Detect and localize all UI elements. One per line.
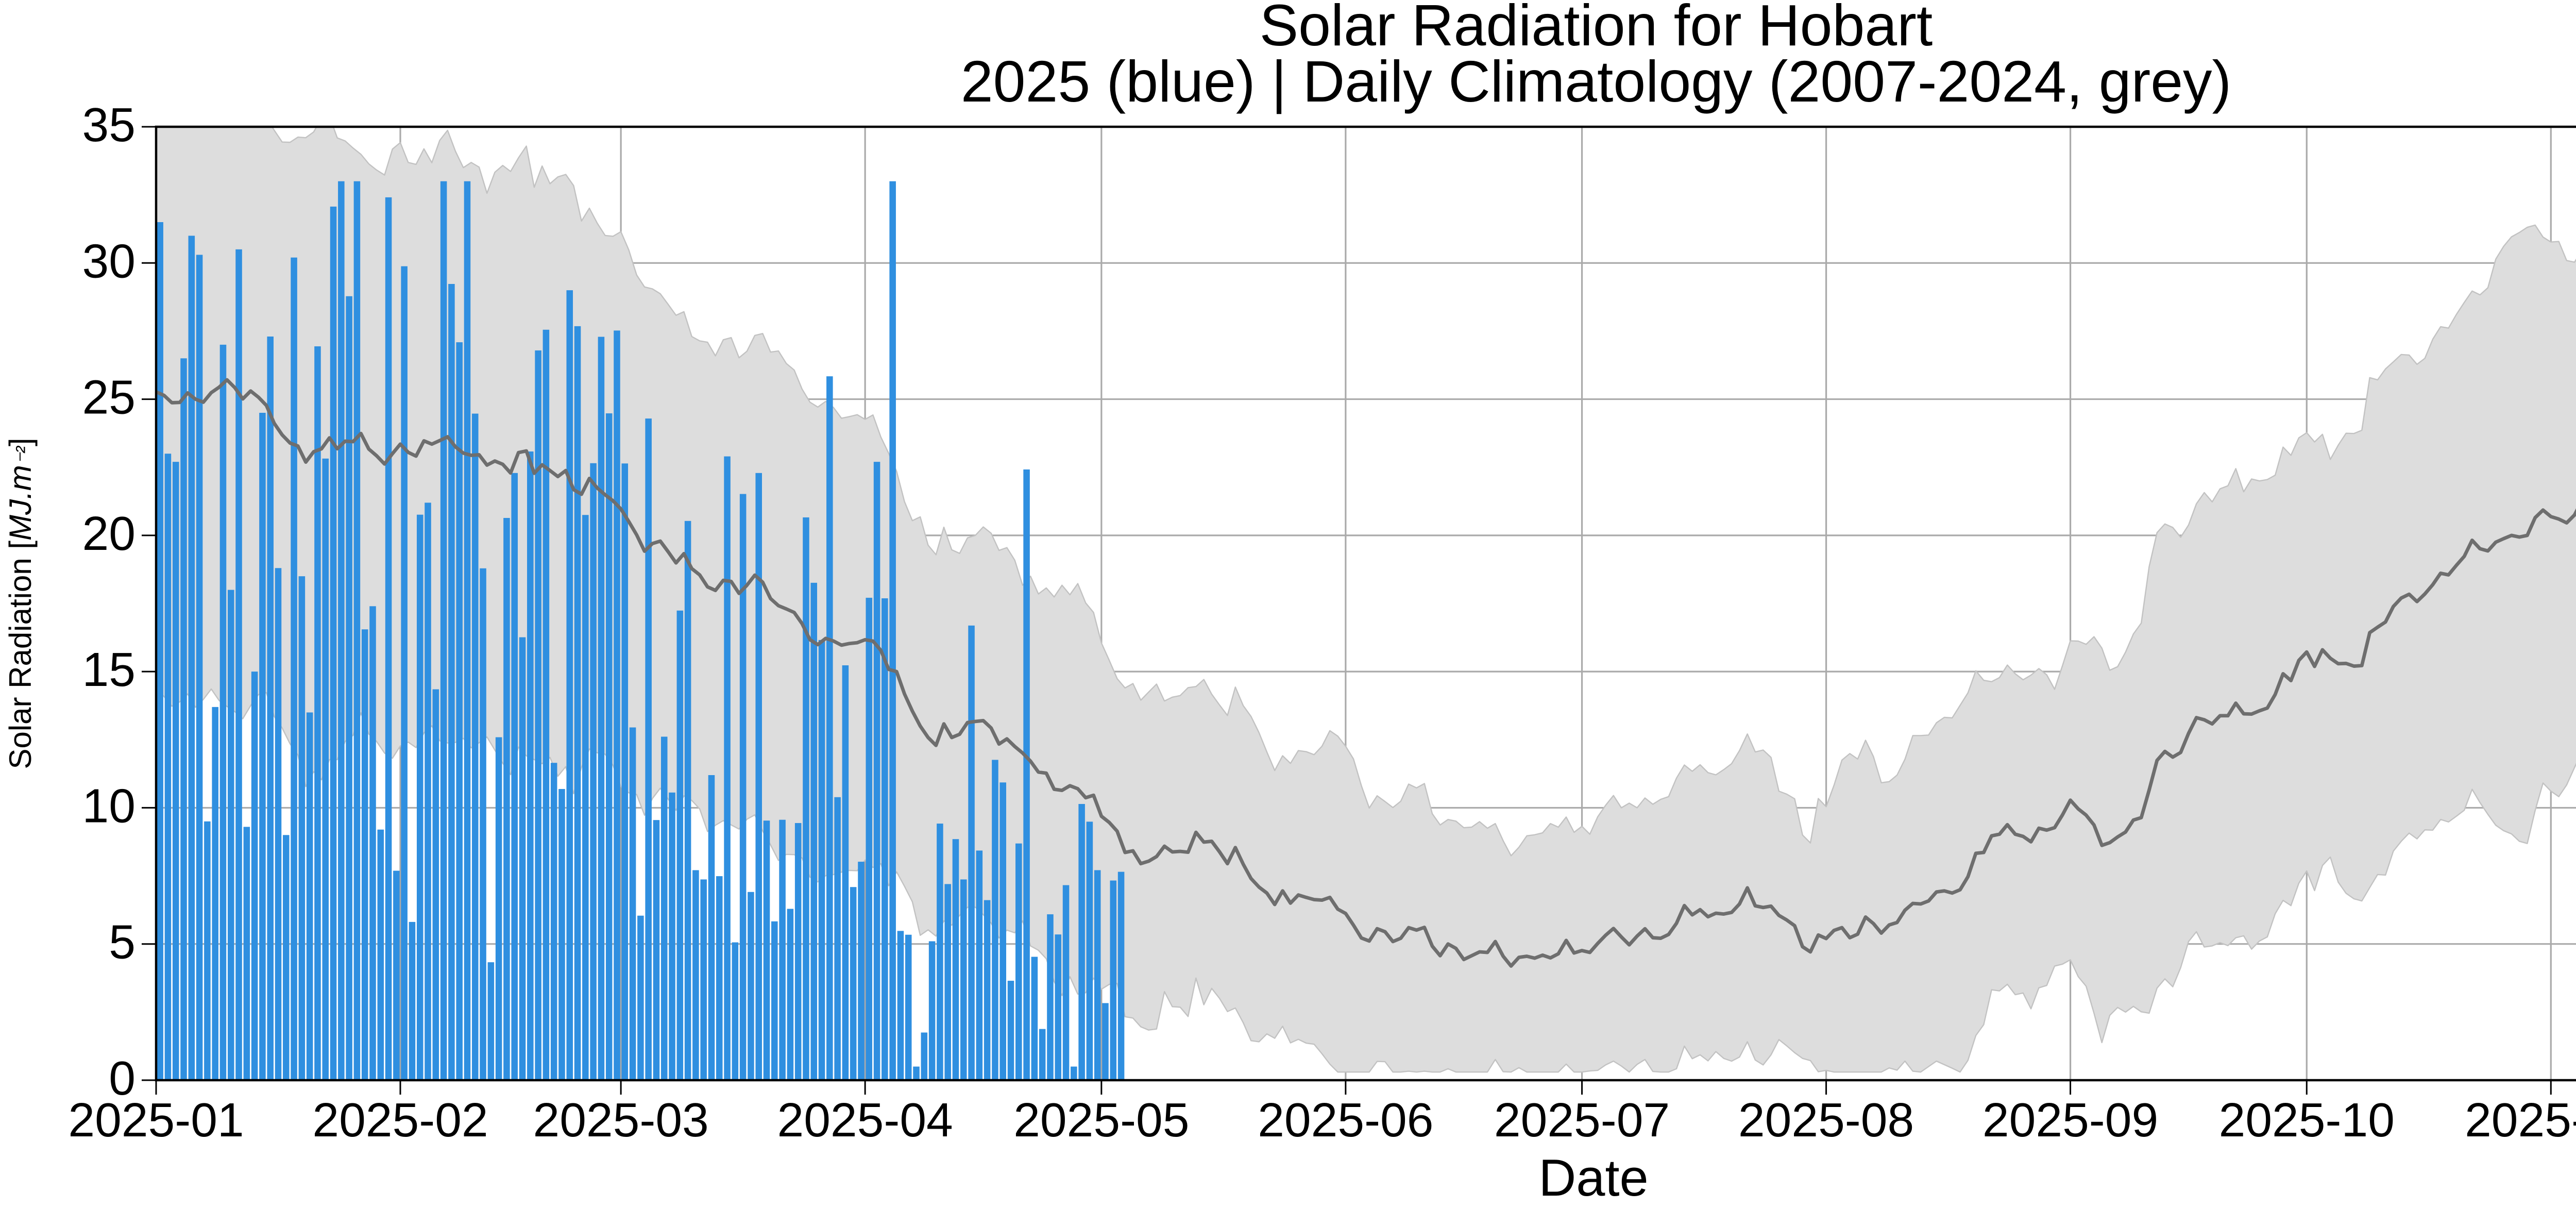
svg-text:2025-04: 2025-04 [777, 1093, 953, 1147]
svg-text:2025-01: 2025-01 [68, 1093, 244, 1147]
svg-text:2025-02: 2025-02 [312, 1093, 488, 1147]
svg-text:30: 30 [82, 234, 135, 288]
svg-text:35: 35 [82, 98, 135, 152]
svg-text:15: 15 [82, 643, 135, 696]
svg-text:25: 25 [82, 371, 135, 424]
svg-text:2025 (blue) | Daily Climatolog: 2025 (blue) | Daily Climatology (2007-20… [961, 49, 2231, 114]
svg-text:2025-05: 2025-05 [1013, 1093, 1189, 1147]
svg-text:10: 10 [82, 779, 135, 832]
svg-text:2025-03: 2025-03 [533, 1093, 708, 1147]
svg-text:2025-10: 2025-10 [2219, 1093, 2395, 1147]
svg-text:2025-09: 2025-09 [1982, 1093, 2158, 1147]
svg-text:2025-11: 2025-11 [2465, 1093, 2576, 1147]
svg-text:5: 5 [109, 915, 135, 969]
svg-text:2025-07: 2025-07 [1494, 1093, 1670, 1147]
svg-text:Solar Radiation [MJ.m⁻²]: Solar Radiation [MJ.m⁻²] [3, 438, 38, 769]
svg-text:20: 20 [82, 507, 135, 560]
svg-text:Date: Date [1538, 1149, 1648, 1207]
svg-text:0: 0 [109, 1051, 135, 1105]
svg-text:2025-08: 2025-08 [1738, 1093, 1914, 1147]
svg-text:2025-06: 2025-06 [1258, 1093, 1433, 1147]
